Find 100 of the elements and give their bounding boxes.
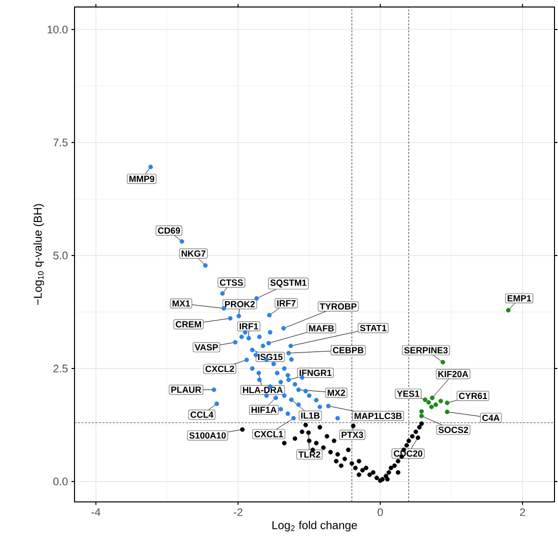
point	[429, 404, 434, 410]
point	[353, 466, 358, 470]
point	[242, 330, 248, 335]
annotation: STAT1	[360, 325, 386, 332]
point	[356, 459, 362, 464]
point	[286, 412, 290, 416]
annotation: TLR2	[298, 452, 320, 458]
point	[338, 464, 344, 468]
point	[271, 362, 276, 367]
point	[419, 422, 424, 426]
annotation: CCL4	[190, 412, 214, 418]
point	[346, 448, 351, 452]
point	[286, 373, 290, 378]
point	[296, 402, 301, 408]
annotation: SOCS2	[438, 426, 468, 434]
annotation: CREM	[176, 321, 202, 328]
annotation: SERPINE3	[404, 347, 448, 354]
annotation: IRF7	[277, 300, 296, 307]
annotation: EMP1	[508, 295, 532, 302]
point	[396, 470, 400, 475]
point	[410, 434, 415, 439]
point	[274, 370, 280, 376]
point	[392, 464, 397, 468]
x-tick-label: 2	[520, 508, 526, 516]
point	[321, 446, 326, 450]
x-tick-label: 0	[378, 508, 383, 516]
annotation: MAP1LC3B	[354, 413, 402, 420]
annotation: CXCL1	[254, 431, 284, 438]
y-tick-label: 0.0	[53, 478, 68, 486]
point	[289, 357, 294, 362]
point	[300, 430, 304, 434]
annotation: NKG7	[182, 250, 206, 257]
point	[257, 334, 262, 340]
point	[264, 394, 269, 398]
point	[417, 425, 422, 430]
annotation: CD69	[158, 228, 180, 234]
annotation: SQSTM1	[270, 280, 306, 288]
y-axis-title: −Log$_{10}$ q-value (BH)	[33, 204, 44, 306]
point	[282, 366, 287, 372]
annotation: PTX3	[342, 432, 364, 438]
point	[388, 466, 394, 470]
point	[438, 399, 444, 404]
point	[239, 334, 244, 340]
point	[350, 461, 354, 466]
point	[314, 398, 319, 403]
point	[335, 416, 340, 421]
point	[356, 472, 362, 478]
annotation: MX2	[328, 390, 346, 396]
point	[370, 470, 376, 475]
point	[414, 430, 418, 434]
point	[406, 438, 412, 444]
y-tick-label: 10.0	[48, 26, 68, 34]
point	[404, 443, 409, 448]
point	[306, 438, 312, 444]
annotation: C4A	[482, 414, 500, 422]
point	[257, 378, 262, 382]
point	[342, 456, 348, 462]
annotation: YES1	[396, 390, 420, 398]
point	[367, 472, 372, 478]
annotation: MAFB	[309, 325, 334, 332]
point	[268, 330, 272, 335]
point	[385, 477, 390, 482]
annotation: KIF20A	[438, 371, 468, 378]
annotation: IRF1	[240, 323, 258, 330]
point	[364, 466, 368, 470]
annotation: CEBPB	[332, 347, 364, 354]
annotation: S100A10	[189, 432, 226, 439]
point	[303, 389, 308, 394]
annotation: CTSS	[220, 280, 243, 286]
point	[250, 366, 255, 372]
x-axis-title: Log$_{2}$ fold change	[272, 521, 357, 532]
point	[282, 441, 287, 446]
annotation: MX1	[172, 300, 190, 307]
point	[360, 468, 365, 473]
point	[282, 394, 287, 398]
point	[303, 422, 308, 428]
y-tick-label: 2.5	[53, 364, 68, 373]
x-tick-label: -2	[234, 508, 242, 516]
point	[386, 470, 392, 475]
point	[278, 380, 284, 385]
point	[374, 476, 380, 480]
annotation: PLAUR	[171, 386, 202, 394]
point	[318, 425, 322, 430]
y-tick-label: 7.5	[53, 138, 68, 147]
annotation: IL1B	[301, 412, 320, 419]
annotation: IFNGR1	[300, 370, 332, 376]
annotation: CYR61	[458, 392, 488, 400]
y-tick-label: 5.0	[53, 252, 68, 260]
annotation: MMP9	[129, 176, 154, 182]
point	[306, 394, 312, 398]
annotation: HIF1A	[252, 406, 276, 414]
point	[314, 441, 319, 446]
point	[318, 404, 322, 410]
annotation: VASP	[194, 344, 218, 351]
annotation: HLA-DRA	[242, 387, 283, 394]
point	[426, 400, 431, 405]
annotation: PROK2	[225, 301, 255, 308]
point	[292, 382, 298, 387]
point	[433, 402, 438, 408]
point	[419, 409, 424, 414]
